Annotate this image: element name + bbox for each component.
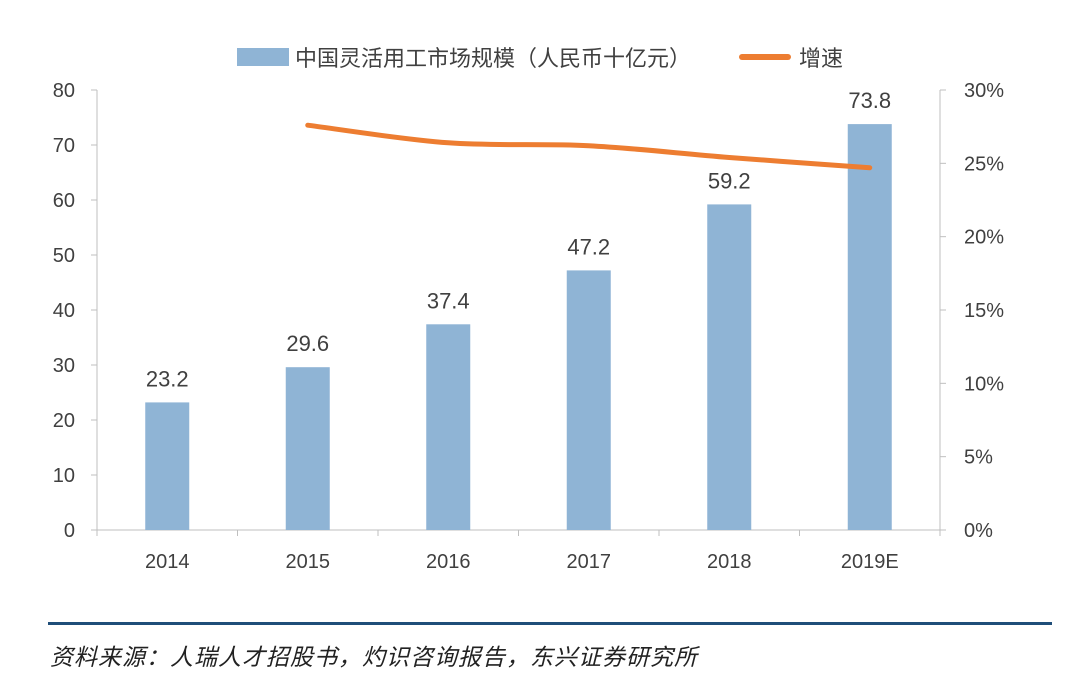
legend-item-line: 增速 [739,41,843,73]
x-tick-label: 2015 [286,551,331,573]
left-tick-label: 20 [53,410,75,432]
x-tick-label: 2019E [841,551,899,573]
bar [285,367,330,530]
right-tick-label: 30% [964,80,1004,102]
bar-data-label: 29.6 [286,331,329,356]
left-tick-label: 40 [53,300,75,322]
bar-data-label: 59.2 [708,168,751,193]
chart: 中国灵活用工市场规模（人民币十亿元） 增速 0 10 20 30 40 50 60 70 80 0… [0,40,1080,573]
x-tick-label: 2018 [707,551,752,573]
legend-item-bar: 中国灵活用工市场规模（人民币十亿元） [236,41,691,73]
bar [847,124,892,530]
bar-data-label: 23.2 [146,366,189,391]
right-tick-label: 25% [964,153,1004,175]
bar [707,204,752,530]
left-tick-label: 60 [53,190,75,212]
bar [566,270,611,530]
bar-data-label: 47.2 [567,234,610,259]
growth-line [305,122,873,171]
right-tick-label: 10% [964,373,1004,395]
legend-label-bar: 中国灵活用工市场规模（人民币十亿元） [294,46,691,71]
left-tick-label: 10 [53,465,75,487]
bar [145,402,190,530]
source-note: 资料来源：人瑞人才招股书，灼识咨询报告，东兴证券研究所 [50,645,698,671]
bar-data-label: 73.8 [848,88,891,113]
right-tick-label: 20% [964,227,1004,249]
left-tick-label: 50 [53,245,75,267]
left-tick-label: 0 [64,520,75,542]
left-tick-label: 30 [53,355,75,377]
x-tick-label: 2014 [145,551,190,573]
right-tick-label: 15% [964,300,1004,322]
legend: 中国灵活用工市场规模（人民币十亿元） 增速 [0,40,1080,74]
bar [426,324,471,530]
x-tick-label: 2016 [426,551,471,573]
right-tick-label: 0% [964,520,993,542]
left-tick-label: 80 [53,80,75,102]
right-tick-label: 5% [964,447,993,469]
legend-swatch-line [739,54,791,60]
legend-swatch-bar [236,48,289,66]
legend-label-line: 增速 [799,46,844,71]
x-tick-label: 2017 [567,551,612,573]
bar-data-label: 37.4 [427,288,470,313]
source-divider [48,622,1052,625]
left-tick-label: 70 [53,135,75,157]
chart-plot: 0 10 20 30 40 50 60 70 80 0% 5% 10% 15% 20% 25% 30% 2014… [53,80,1004,573]
